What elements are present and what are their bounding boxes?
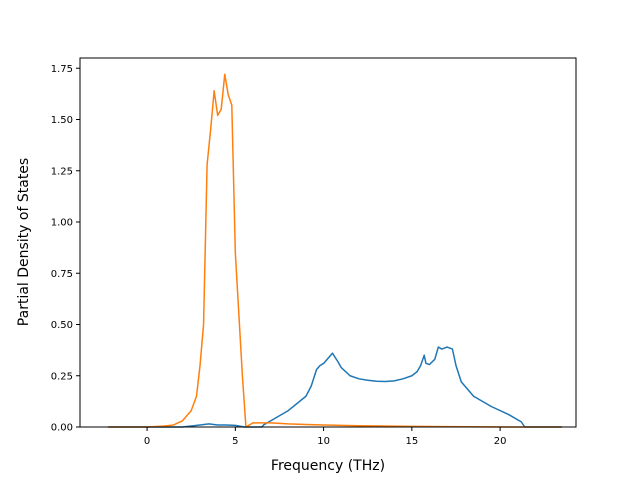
y-tick-label: 1.00 — [51, 218, 73, 229]
y-axis-ticks: 0.00 0.25 0.50 0.75 1.00 1.25 1.50 1.75 — [51, 64, 80, 434]
y-tick-label: 1.75 — [51, 64, 73, 75]
series-line-1 — [108, 346, 562, 428]
x-tick-label: 0 — [144, 436, 150, 447]
x-tick-label: 10 — [317, 436, 330, 447]
series-line-2 — [108, 73, 562, 428]
y-axis-label: Partial Density of States — [16, 158, 32, 326]
y-tick-label: 0.25 — [51, 371, 73, 382]
y-tick-label: 0.50 — [51, 320, 73, 331]
x-tick-label: 20 — [494, 436, 507, 447]
x-tick-label: 15 — [405, 436, 418, 447]
y-tick-label: 1.25 — [51, 166, 73, 177]
x-tick-label: 5 — [232, 436, 238, 447]
plot-lines — [108, 73, 562, 428]
x-axis-ticks: 0 5 10 15 20 — [144, 427, 507, 447]
y-tick-label: 0.00 — [51, 423, 73, 434]
y-tick-label: 0.75 — [51, 269, 73, 280]
y-tick-label: 1.50 — [51, 115, 73, 126]
plot-frame — [79, 57, 577, 428]
x-axis-label: Frequency (THz) — [271, 458, 385, 474]
